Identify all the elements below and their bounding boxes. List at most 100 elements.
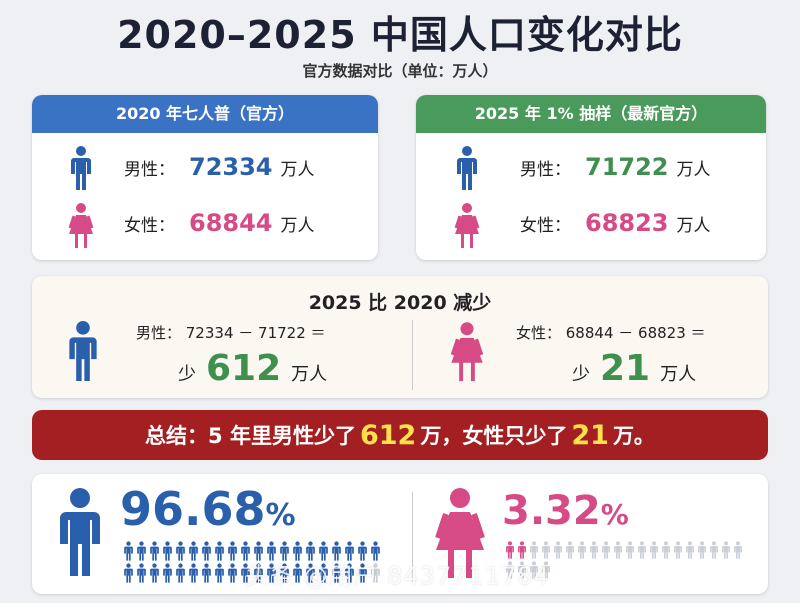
decrease-card: 2025 比 2020 减少 男性： 72334 － 71722 ＝ 少 612…: [32, 276, 768, 398]
empty-person-icon: [371, 563, 380, 583]
unit-label: 万人: [280, 159, 315, 180]
empty-person-icon: [674, 541, 682, 559]
unit-label: 万人: [676, 159, 711, 180]
male-share: 96.68%: [120, 482, 296, 536]
empty-person-icon: [578, 541, 586, 559]
unit-label: 万人: [280, 215, 315, 236]
filled-person-icon: [228, 541, 237, 561]
filled-person-icon: [241, 563, 250, 583]
sample-2025-female-row: 女性： 68823 万人: [520, 209, 711, 237]
male-value: 72334: [189, 153, 273, 181]
unit-label: 万人: [291, 364, 328, 385]
census-2020-female-row: 女性： 68844 万人: [124, 209, 315, 237]
filled-person-icon: [124, 563, 133, 583]
male-person-icon: [69, 321, 97, 381]
empty-person-icon: [602, 541, 610, 559]
male-share-pictogram: [122, 540, 392, 584]
filled-person-icon: [202, 541, 211, 561]
male-decrease-value: 612: [206, 348, 282, 389]
female-share: 3.32%: [502, 488, 629, 534]
filled-person-icon: [319, 563, 328, 583]
filled-person-icon: [254, 563, 263, 583]
male-share-number: 96.68: [120, 482, 266, 536]
empty-person-icon: [566, 541, 574, 559]
page-subtitle: 官方数据对比（单位：万人）: [302, 62, 498, 80]
less-prefix: 少: [178, 364, 196, 385]
filled-person-icon: [293, 541, 302, 561]
male-person-icon: [457, 146, 477, 190]
sample-2025-header: 2025 年 1% 抽样（最新官方）: [416, 95, 766, 133]
female-label: 女性：: [124, 215, 175, 236]
empty-person-icon: [662, 541, 670, 559]
unit-label: 万人: [660, 364, 697, 385]
filled-person-icon: [215, 541, 224, 561]
filled-person-icon: [137, 563, 146, 583]
summary-banner: 总结：5 年里男性少了 612 万，女性只少了 21 万。: [32, 410, 768, 460]
summary-text-2: 万，女性只少了: [420, 424, 568, 448]
filled-person-icon: [254, 541, 263, 561]
filled-person-icon: [228, 563, 237, 583]
census-2020-header: 2020 年七人普（官方）: [32, 95, 378, 133]
summary-male-value: 612: [359, 419, 417, 451]
empty-person-icon: [686, 541, 694, 559]
male-label: 男性：: [520, 159, 571, 180]
empty-person-icon: [554, 541, 562, 559]
male-value: 71722: [585, 153, 669, 181]
filled-person-icon: [150, 563, 159, 583]
male-decrease: 少 612 万人: [178, 348, 327, 389]
filled-person-icon: [332, 541, 341, 561]
filled-person-icon: [150, 541, 159, 561]
female-value: 68844: [189, 209, 273, 237]
divider: [412, 320, 413, 390]
census-2020-card: 2020 年七人普（官方） 男性： 72334 万人 女性： 68844 万人: [32, 95, 378, 260]
female-calculation: 女性： 68844 － 68823 ＝: [516, 324, 706, 342]
empty-person-icon: [722, 541, 730, 559]
female-person-icon: [435, 488, 485, 578]
summary-text-1: 总结：5 年里男性少了: [145, 424, 356, 448]
filled-person-icon: [189, 563, 198, 583]
female-person-icon: [68, 203, 94, 248]
empty-person-icon: [506, 561, 514, 579]
filled-person-icon: [280, 563, 289, 583]
filled-person-icon: [345, 563, 354, 583]
filled-person-icon: [280, 541, 289, 561]
filled-person-icon: [306, 563, 315, 583]
percent-symbol: %: [265, 498, 296, 533]
empty-person-icon: [734, 541, 742, 559]
empty-person-icon: [614, 541, 622, 559]
filled-person-icon: [332, 563, 341, 583]
empty-person-icon: [638, 541, 646, 559]
female-decrease-value: 21: [600, 348, 651, 389]
filled-person-icon: [241, 541, 250, 561]
empty-person-icon: [518, 561, 526, 579]
page-title: 2020–2025 中国人口变化对比: [117, 13, 683, 57]
share-card: 96.68% 3.32%: [32, 474, 768, 594]
percent-symbol: %: [600, 498, 629, 531]
filled-person-icon: [267, 541, 276, 561]
less-prefix: 少: [572, 364, 590, 385]
male-label: 男性：: [124, 159, 175, 180]
sample-2025-male-row: 男性： 71722 万人: [520, 153, 711, 181]
male-person-icon: [71, 146, 91, 190]
filled-person-icon: [345, 541, 354, 561]
summary-text-3: 万。: [612, 424, 655, 448]
empty-person-icon: [626, 541, 634, 559]
filled-person-icon: [518, 541, 526, 559]
female-decrease: 少 21 万人: [572, 348, 696, 389]
empty-person-icon: [530, 541, 538, 559]
empty-person-icon: [530, 561, 538, 579]
female-person-icon: [450, 322, 484, 382]
female-share-number: 3.32: [502, 488, 601, 534]
summary-female-value: 21: [571, 419, 609, 451]
filled-person-icon: [176, 541, 185, 561]
filled-person-icon: [202, 563, 211, 583]
census-2020-male-row: 男性： 72334 万人: [124, 153, 315, 181]
female-label: 女性：: [520, 215, 571, 236]
decrease-title: 2025 比 2020 减少: [308, 292, 492, 314]
filled-person-icon: [124, 541, 133, 561]
empty-person-icon: [698, 541, 706, 559]
filled-person-icon: [137, 541, 146, 561]
empty-person-icon: [710, 541, 718, 559]
sample-2025-card: 2025 年 1% 抽样（最新官方） 男性： 71722 万人 女性： 6882…: [416, 95, 766, 260]
filled-person-icon: [176, 563, 185, 583]
